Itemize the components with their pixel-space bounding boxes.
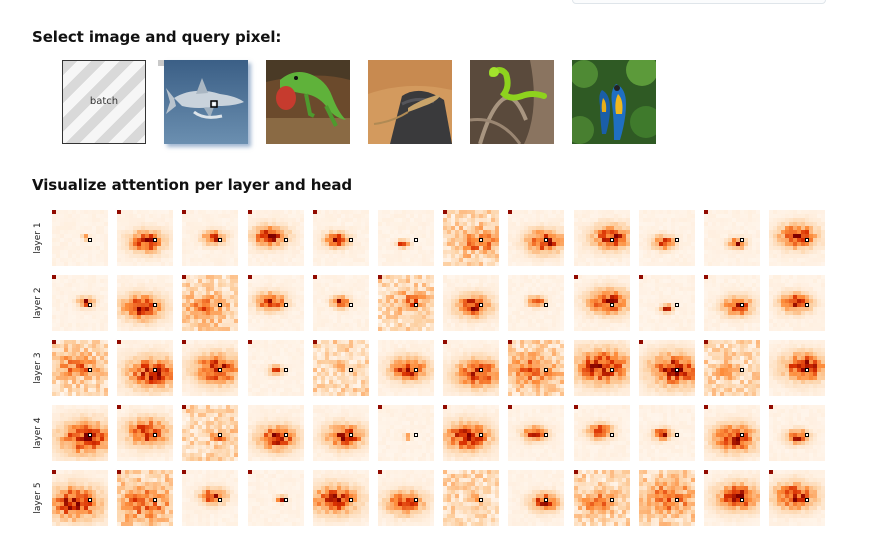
attention-map-layer-1-head-10[interactable]: [639, 210, 695, 266]
attention-map-layer-1-head-8[interactable]: [508, 210, 564, 266]
attention-map-layer-5-head-6[interactable]: [378, 470, 434, 526]
attention-map-layer-1-head-11[interactable]: [704, 210, 760, 266]
attention-map-layer-3-head-5[interactable]: [313, 340, 369, 396]
attention-map-layer-2-head-8[interactable]: [508, 275, 564, 331]
attention-map-layer-3-head-10[interactable]: [639, 340, 695, 396]
select-image-title: Select image and query pixel:: [32, 28, 282, 46]
attention-map-layer-5-head-9[interactable]: [574, 470, 630, 526]
attention-map-layer-2-head-7[interactable]: [443, 275, 499, 331]
attention-map-layer-1-head-4[interactable]: [248, 210, 304, 266]
attention-map-layer-4-head-3[interactable]: [182, 405, 238, 461]
attention-map-layer-5-head-2[interactable]: [117, 470, 173, 526]
attention-map-layer-4-head-7[interactable]: [443, 405, 499, 461]
attention-map-layer-3-head-9[interactable]: [574, 340, 630, 396]
shark-thumbnail[interactable]: [164, 60, 248, 144]
attention-map-layer-1-head-5[interactable]: [313, 210, 369, 266]
top-input-edge: [572, 0, 826, 4]
lizard-rock-thumbnail[interactable]: [368, 60, 452, 144]
attention-map-layer-5-head-3[interactable]: [182, 470, 238, 526]
layer-2-label: layer 2: [33, 287, 43, 319]
attention-map-layer-5-head-10[interactable]: [639, 470, 695, 526]
attention-map-layer-1-head-12[interactable]: [769, 210, 825, 266]
attention-map-layer-5-head-12[interactable]: [769, 470, 825, 526]
attention-map-layer-2-head-1[interactable]: [52, 275, 108, 331]
attention-map-layer-1-head-3[interactable]: [182, 210, 238, 266]
attention-map-layer-4-head-8[interactable]: [508, 405, 564, 461]
attention-map-layer-2-head-3[interactable]: [182, 275, 238, 331]
visualize-attention-title: Visualize attention per layer and head: [32, 176, 353, 194]
attention-map-layer-1-head-2[interactable]: [117, 210, 173, 266]
attention-map-layer-4-head-11[interactable]: [704, 405, 760, 461]
attention-map-layer-2-head-11[interactable]: [704, 275, 760, 331]
layer-3-label: layer 3: [33, 352, 43, 384]
attention-map-layer-3-head-11[interactable]: [704, 340, 760, 396]
attention-map-layer-2-head-12[interactable]: [769, 275, 825, 331]
attention-map-layer-4-head-12[interactable]: [769, 405, 825, 461]
attention-map-layer-3-head-2[interactable]: [117, 340, 173, 396]
attention-map-layer-1-head-9[interactable]: [574, 210, 630, 266]
attention-map-layer-5-head-1[interactable]: [52, 470, 108, 526]
attention-map-layer-2-head-9[interactable]: [574, 275, 630, 331]
attention-map-layer-1-head-7[interactable]: [443, 210, 499, 266]
attention-map-layer-2-head-2[interactable]: [117, 275, 173, 331]
attention-map-layer-3-head-4[interactable]: [248, 340, 304, 396]
batch-thumbnail[interactable]: batch: [62, 60, 146, 144]
layer-4-label: layer 4: [33, 417, 43, 449]
attention-map-layer-4-head-9[interactable]: [574, 405, 630, 461]
selection-corner-mark: [158, 60, 164, 66]
attention-map-layer-3-head-3[interactable]: [182, 340, 238, 396]
attention-map-layer-3-head-7[interactable]: [443, 340, 499, 396]
attention-map-layer-2-head-4[interactable]: [248, 275, 304, 331]
lizard-green-thumbnail[interactable]: [266, 60, 350, 144]
attention-map-layer-2-head-6[interactable]: [378, 275, 434, 331]
layer-5-label: layer 5: [33, 482, 43, 514]
attention-map-layer-3-head-6[interactable]: [378, 340, 434, 396]
attention-map-layer-5-head-7[interactable]: [443, 470, 499, 526]
layer-1-label: layer 1: [33, 222, 43, 254]
attention-map-layer-3-head-12[interactable]: [769, 340, 825, 396]
attention-map-layer-3-head-1[interactable]: [52, 340, 108, 396]
snake-thumbnail[interactable]: [470, 60, 554, 144]
batch-label: batch: [89, 96, 119, 107]
attention-map-layer-1-head-1[interactable]: [52, 210, 108, 266]
parrots-thumbnail[interactable]: [572, 60, 656, 144]
attention-map-layer-2-head-10[interactable]: [639, 275, 695, 331]
attention-map-layer-4-head-10[interactable]: [639, 405, 695, 461]
attention-map-layer-4-head-6[interactable]: [378, 405, 434, 461]
attention-map-layer-4-head-4[interactable]: [248, 405, 304, 461]
attention-map-layer-4-head-2[interactable]: [117, 405, 173, 461]
attention-map-layer-3-head-8[interactable]: [508, 340, 564, 396]
attention-map-layer-1-head-6[interactable]: [378, 210, 434, 266]
attention-map-layer-4-head-1[interactable]: [52, 405, 108, 461]
attention-map-layer-2-head-5[interactable]: [313, 275, 369, 331]
attention-map-layer-5-head-5[interactable]: [313, 470, 369, 526]
attention-map-layer-5-head-4[interactable]: [248, 470, 304, 526]
attention-map-layer-4-head-5[interactable]: [313, 405, 369, 461]
attention-map-layer-5-head-11[interactable]: [704, 470, 760, 526]
attention-map-layer-5-head-8[interactable]: [508, 470, 564, 526]
